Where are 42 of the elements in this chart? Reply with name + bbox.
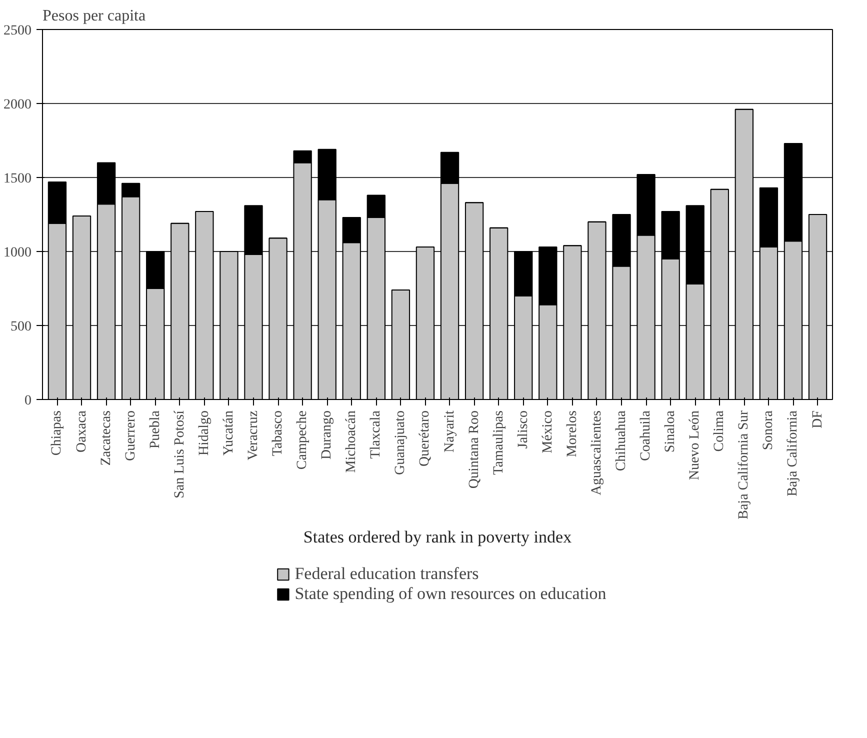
y-tick-label: 2000 [4, 98, 32, 112]
x-tick-label: Michoacán [344, 410, 360, 473]
y-tick-label: 1500 [4, 172, 32, 186]
x-tick-label: Jalisco [516, 410, 531, 449]
y-axis-title: Pesos per capita [42, 8, 146, 24]
x-tick-label: Yucatán [221, 410, 236, 456]
legend-label: State spending of own resources on education [294, 584, 606, 604]
x-tick-label: DF [810, 410, 826, 428]
legend-label: Federal education transfers [294, 564, 479, 584]
y-tick-label: 1000 [4, 246, 32, 260]
x-tick-label: Nayarit [442, 410, 458, 452]
x-tick-label: Guanajuato [393, 410, 408, 476]
x-tick-label: Zacatecas [98, 410, 114, 466]
x-tick-label: Guerrero [123, 410, 138, 462]
x-tick-label: Hidalgo [196, 410, 212, 456]
x-tick-label: Chiapas [50, 410, 65, 456]
x-tick-label: Oaxaca [74, 410, 90, 452]
y-tick-label: 500 [10, 320, 32, 334]
x-tick-label: Quintana Roo [466, 410, 482, 489]
x-axis-title: States ordered by rank in poverty index [303, 527, 572, 546]
y-tick-label: 0 [24, 394, 32, 408]
x-tick-label: Aguascalientes [589, 410, 604, 496]
x-tick-label: Colima [712, 410, 728, 452]
x-tick-label: Baja California [786, 410, 801, 496]
x-tick-label: Sinaloa [663, 410, 678, 452]
x-tick-label: Chihuahua [614, 410, 630, 472]
x-tick-label: Querétaro [418, 410, 433, 466]
x-tick-label: México [540, 410, 556, 454]
x-tick-label: Puebla [148, 410, 163, 449]
y-tick-label: 2500 [4, 24, 32, 38]
x-tick-label: Tlaxcala [368, 410, 384, 459]
x-tick-label: Veracruz [246, 410, 261, 460]
x-tick-label: Baja California Sur [736, 410, 752, 520]
x-tick-label: Tamaulipas [491, 410, 506, 475]
x-tick-label: Nuevo León [688, 410, 703, 480]
x-tick-label: Coahuila [638, 410, 654, 462]
x-tick-label: Morelos [564, 410, 580, 458]
x-tick-label: Durango [320, 410, 335, 460]
x-tick-label: San Luis Potosí [172, 410, 188, 498]
x-tick-label: Sonora [761, 410, 776, 450]
x-tick-label: Campeche [295, 410, 310, 470]
x-tick-label: Tabasco [270, 410, 286, 456]
